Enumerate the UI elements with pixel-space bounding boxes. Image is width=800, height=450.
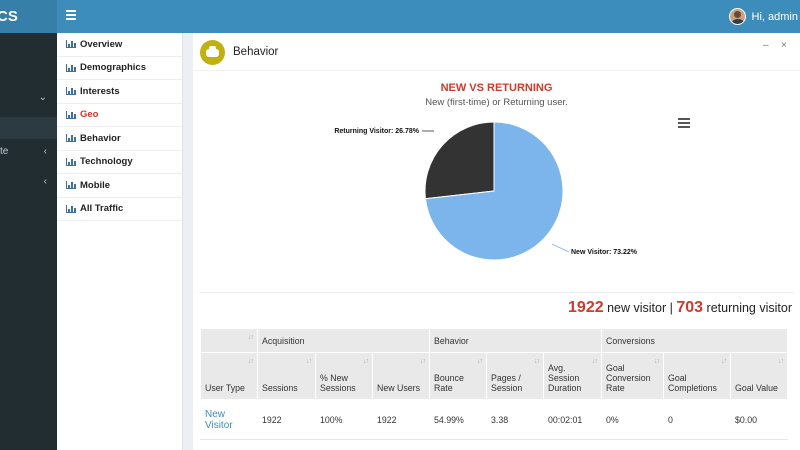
pie-slice-new-visitor[interactable]: [424, 121, 564, 261]
submenu-item-label: Demographics: [80, 62, 146, 74]
bar-chart-icon: [66, 63, 76, 72]
bar-chart-icon: [66, 40, 76, 49]
table-cell: [663, 439, 731, 450]
table-cell: 100%: [315, 399, 373, 440]
table-cell: [315, 439, 373, 450]
table-cell: [372, 439, 430, 450]
header-blank[interactable]: ↓↑: [200, 328, 258, 353]
handshake-icon: [200, 40, 225, 65]
table-cell: [543, 439, 602, 450]
group-acquisition: Acquisition: [257, 328, 430, 353]
divider: [199, 292, 794, 293]
new-visitor-count: 1922: [568, 299, 604, 316]
new-visitor-text: new visitor: [607, 301, 667, 315]
sidebar-item-active[interactable]: [0, 117, 57, 139]
table-cell: [486, 439, 544, 450]
avatar: [728, 8, 746, 25]
sidebar-item[interactable]: ‹: [0, 171, 57, 193]
submenu-item-geo[interactable]: Geo: [57, 104, 182, 127]
chevron-down-icon: ⌄: [38, 92, 47, 103]
column-header[interactable]: ↓↑ Bounce Rate: [429, 352, 487, 400]
pie-data-label: Returning Visitor: 26.78%: [334, 128, 419, 135]
pie-data-label: New Visitor: 73.22%: [571, 249, 638, 256]
submenu-item-label: Technology: [80, 156, 133, 168]
submenu-item-label: Overview: [80, 38, 123, 50]
top-navbar: CS Hi, admin: [0, 0, 800, 33]
behavior-panel: Behavior – × NEW VS RETURNING New (first…: [193, 33, 800, 450]
submenu-item-label: All Traffic: [80, 203, 124, 215]
bar-chart-icon: [66, 181, 76, 190]
bar-chart-icon: [66, 204, 76, 213]
sidebar-item-label: te: [0, 146, 9, 157]
table-cell: 1922: [372, 399, 430, 440]
panel-title: Behavior: [233, 46, 279, 58]
table-cell: [257, 439, 316, 450]
summary-separator: |: [669, 301, 673, 315]
main-sidebar: ⌄ te ‹ ‹: [0, 33, 57, 450]
user-menu[interactable]: Hi, admin: [728, 0, 800, 33]
submenu-item-interests[interactable]: Interests: [57, 80, 182, 104]
pie-leader-line: [551, 243, 570, 253]
column-header[interactable]: ↓↑ New Users: [372, 352, 430, 400]
column-header[interactable]: ↓↑ User Type: [200, 352, 258, 400]
sidebar-item[interactable]: ⌄: [0, 87, 57, 109]
panel-header: Behavior – ×: [193, 33, 800, 71]
submenu-item-label: Geo: [80, 109, 99, 121]
table-cell: [730, 439, 788, 450]
submenu-item-technology[interactable]: Technology: [57, 151, 182, 174]
table-cell: 0%: [601, 399, 664, 440]
submenu-item-label: Mobile: [80, 179, 111, 191]
table-row: New Visitor 1922 100% 1922 54.99% 3.38 00:02:0…: [200, 399, 788, 440]
group-behavior: Behavior: [429, 328, 602, 353]
user-type-link[interactable]: New Visitor: [200, 399, 258, 440]
table-row: [200, 439, 788, 450]
column-header[interactable]: ↓↑ Avg. Session Duration: [543, 352, 602, 400]
hamburger-icon[interactable]: [66, 10, 77, 22]
app-logo[interactable]: CS: [0, 0, 57, 33]
table-cell: 54.99%: [429, 399, 487, 440]
column-header[interactable]: ↓↑ Goal Conversion Rate: [601, 352, 664, 400]
bar-chart-icon: [66, 110, 76, 119]
table-cell: 00:02:01: [543, 399, 602, 440]
table-cell: [200, 439, 258, 450]
returning-visitor-text: returning visitor: [706, 301, 792, 315]
bar-chart-icon: [66, 87, 76, 96]
submenu-item-label: Interests: [80, 85, 120, 97]
table-cell: [601, 439, 664, 450]
chevron-left-icon: ‹: [43, 146, 47, 157]
submenu-item-label: Behavior: [80, 132, 121, 144]
minimize-button[interactable]: –: [763, 40, 769, 51]
column-header[interactable]: ↓↑ Goal Completions: [663, 352, 731, 400]
chart-subtitle: New (first-time) or Returning user.: [425, 97, 568, 108]
sidebar-item[interactable]: te ‹: [0, 141, 57, 163]
returning-visitor-count: 703: [676, 299, 704, 316]
bar-chart-icon: [66, 157, 76, 166]
group-conversions: Conversions: [601, 328, 788, 353]
column-header[interactable]: ↓↑% New Sessions: [315, 352, 373, 400]
submenu-item-mobile[interactable]: Mobile: [57, 174, 182, 198]
table-cell: [429, 439, 487, 450]
column-header[interactable]: ↓↑ Pages / Session: [486, 352, 544, 400]
chart-menu-icon[interactable]: [678, 118, 690, 128]
close-button[interactable]: ×: [781, 40, 787, 51]
pie-slice-returning-visitor[interactable]: [424, 121, 495, 200]
table-cell: 3.38: [486, 399, 544, 440]
column-header[interactable]: ↓↑ Goal Value: [730, 352, 788, 400]
visitor-summary: 1922 new visitor | 703 returning visitor: [568, 299, 792, 317]
table-cell: $0.00: [730, 399, 788, 440]
bar-chart-icon: [66, 134, 76, 143]
user-greeting: Hi, admin: [751, 10, 798, 23]
submenu-item-overview[interactable]: Overview: [57, 33, 182, 57]
table-cell: 1922: [257, 399, 316, 440]
analytics-submenu: Overview Demographics Interests Geo Behavior…: [57, 33, 183, 450]
chevron-left-icon: ‹: [43, 176, 47, 187]
submenu-item-demographics[interactable]: Demographics: [57, 57, 182, 80]
table-cell: 0: [663, 399, 731, 440]
submenu-item-all-traffic[interactable]: All Traffic: [57, 198, 182, 221]
submenu-item-behavior[interactable]: Behavior: [57, 127, 182, 151]
chart-title: NEW VS RETURNING: [440, 82, 553, 94]
behavior-table: ↓↑ Acquisition Behavior Conversions ↓↑ Us…: [200, 328, 788, 450]
column-header[interactable]: ↓↑ Sessions: [257, 352, 316, 400]
pie-chart: Returning Visitor: 26.78% New Visitor: 73…: [334, 121, 638, 261]
